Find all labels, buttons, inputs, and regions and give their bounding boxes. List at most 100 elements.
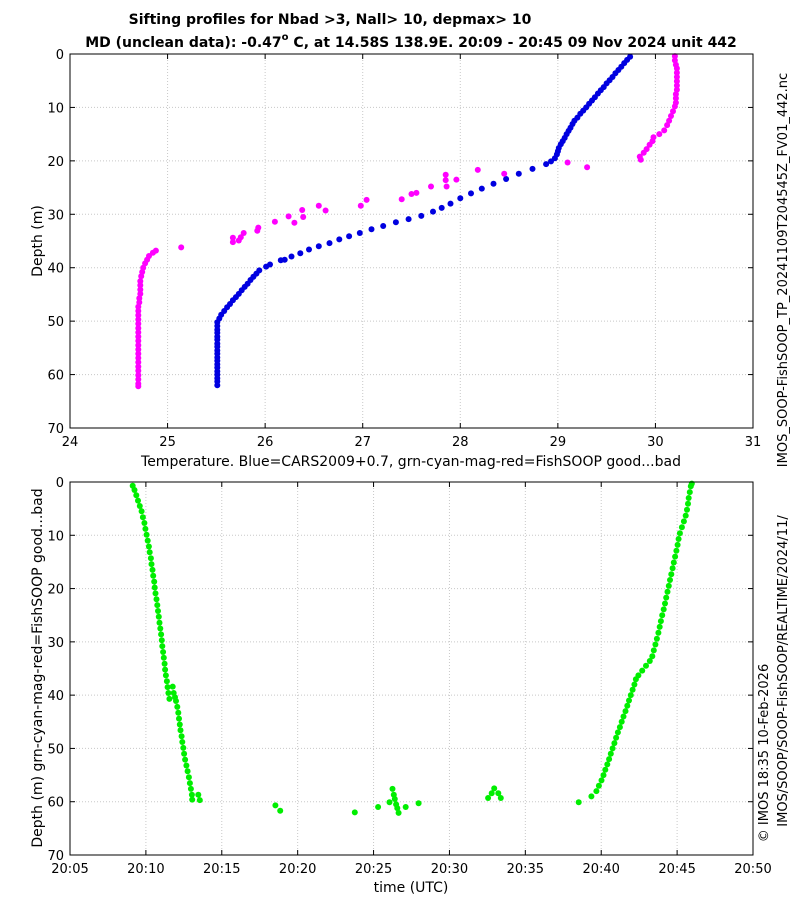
data-point — [176, 715, 182, 722]
data-point — [277, 807, 284, 814]
data-point — [488, 790, 495, 797]
data-point — [164, 684, 171, 691]
data-point — [661, 127, 668, 134]
data-point — [607, 750, 614, 757]
data-point — [501, 170, 508, 177]
data-point — [177, 727, 184, 734]
data-point — [351, 809, 358, 816]
data-point — [189, 796, 196, 803]
data-point — [668, 571, 675, 578]
data-point — [650, 647, 657, 654]
data-point — [135, 342, 142, 349]
side-copyright: © IMOS 18:35 10-Feb-2026 — [757, 664, 772, 842]
data-point — [665, 582, 672, 589]
y-tick-label: 70 — [47, 849, 64, 864]
data-point — [415, 800, 422, 807]
y-tick-label: 20 — [47, 155, 64, 170]
data-point — [386, 799, 393, 806]
y-tick-label: 10 — [47, 529, 64, 544]
data-point — [135, 367, 142, 374]
data-point — [154, 602, 161, 609]
data-point — [155, 608, 161, 614]
data-point — [485, 795, 492, 801]
bottom-series — [129, 480, 695, 816]
data-point — [674, 541, 681, 548]
bottom-axes-box — [69, 481, 754, 856]
data-point — [356, 230, 363, 236]
data-point — [156, 619, 163, 626]
data-point — [135, 363, 142, 370]
data-point — [391, 796, 398, 802]
chart-title-line1: Sifting profiles for Nbad >3, Nall> 10, … — [129, 12, 532, 28]
y-tick-label: 30 — [47, 208, 64, 223]
data-point — [503, 176, 510, 182]
data-point — [322, 207, 329, 214]
data-point — [160, 649, 167, 655]
data-point — [235, 237, 242, 244]
data-point — [180, 744, 187, 751]
data-point — [254, 227, 261, 234]
data-point — [678, 524, 685, 531]
data-point — [668, 113, 674, 119]
data-point — [616, 724, 623, 731]
data-point — [135, 325, 142, 332]
data-point — [675, 536, 682, 542]
data-point — [453, 176, 460, 183]
data-point — [478, 185, 485, 192]
data-point — [159, 643, 166, 650]
top-axes-box — [69, 53, 754, 429]
data-point — [497, 795, 504, 801]
y-tick-label: 50 — [47, 315, 64, 330]
x-tick-label: 20:05 — [51, 862, 88, 877]
data-point — [646, 141, 653, 148]
data-point — [175, 709, 182, 716]
data-point — [240, 230, 247, 236]
data-point — [178, 244, 185, 251]
data-point — [135, 329, 142, 336]
data-point — [229, 234, 236, 241]
bottom-grid — [70, 482, 753, 855]
data-point — [160, 654, 167, 661]
data-point — [673, 78, 680, 85]
data-point — [135, 316, 142, 323]
data-point — [662, 600, 668, 607]
data-point — [163, 678, 170, 685]
data-point — [670, 108, 676, 115]
data-point — [135, 320, 142, 327]
data-point — [495, 790, 502, 797]
x-tick-label: 25 — [159, 435, 176, 450]
data-point — [609, 745, 616, 752]
data-point — [640, 149, 647, 156]
data-point — [363, 196, 370, 203]
data-point — [141, 520, 148, 526]
data-point — [620, 713, 627, 720]
data-point — [442, 171, 449, 178]
data-point — [214, 382, 221, 389]
data-point — [673, 65, 680, 72]
data-point — [602, 766, 609, 773]
data-point — [600, 772, 607, 779]
data-point — [162, 666, 169, 673]
data-point — [135, 337, 142, 344]
data-point — [413, 189, 420, 196]
data-point — [598, 777, 605, 784]
data-point — [135, 303, 142, 310]
data-point — [398, 196, 405, 203]
y-tick-label: 40 — [47, 689, 64, 704]
data-point — [671, 53, 678, 60]
data-point — [263, 263, 270, 270]
data-point — [174, 703, 181, 710]
x-tick-label: 20:50 — [734, 862, 771, 877]
data-point — [447, 200, 454, 207]
data-point — [184, 768, 191, 775]
data-point — [135, 376, 142, 383]
data-point — [660, 606, 667, 613]
data-point — [336, 236, 343, 243]
x-tick-label: 20:10 — [127, 862, 164, 877]
x-tick-label: 20:40 — [582, 862, 619, 877]
x-tick-label: 20:30 — [431, 862, 468, 877]
chart-title-line2: MD (unclean data): -0.47o C, at 14.58S 1… — [85, 32, 737, 51]
title-line2-prefix: MD (unclean data): -0.47 — [85, 35, 281, 51]
y-tick-label: 60 — [47, 369, 64, 384]
data-point — [272, 802, 279, 809]
